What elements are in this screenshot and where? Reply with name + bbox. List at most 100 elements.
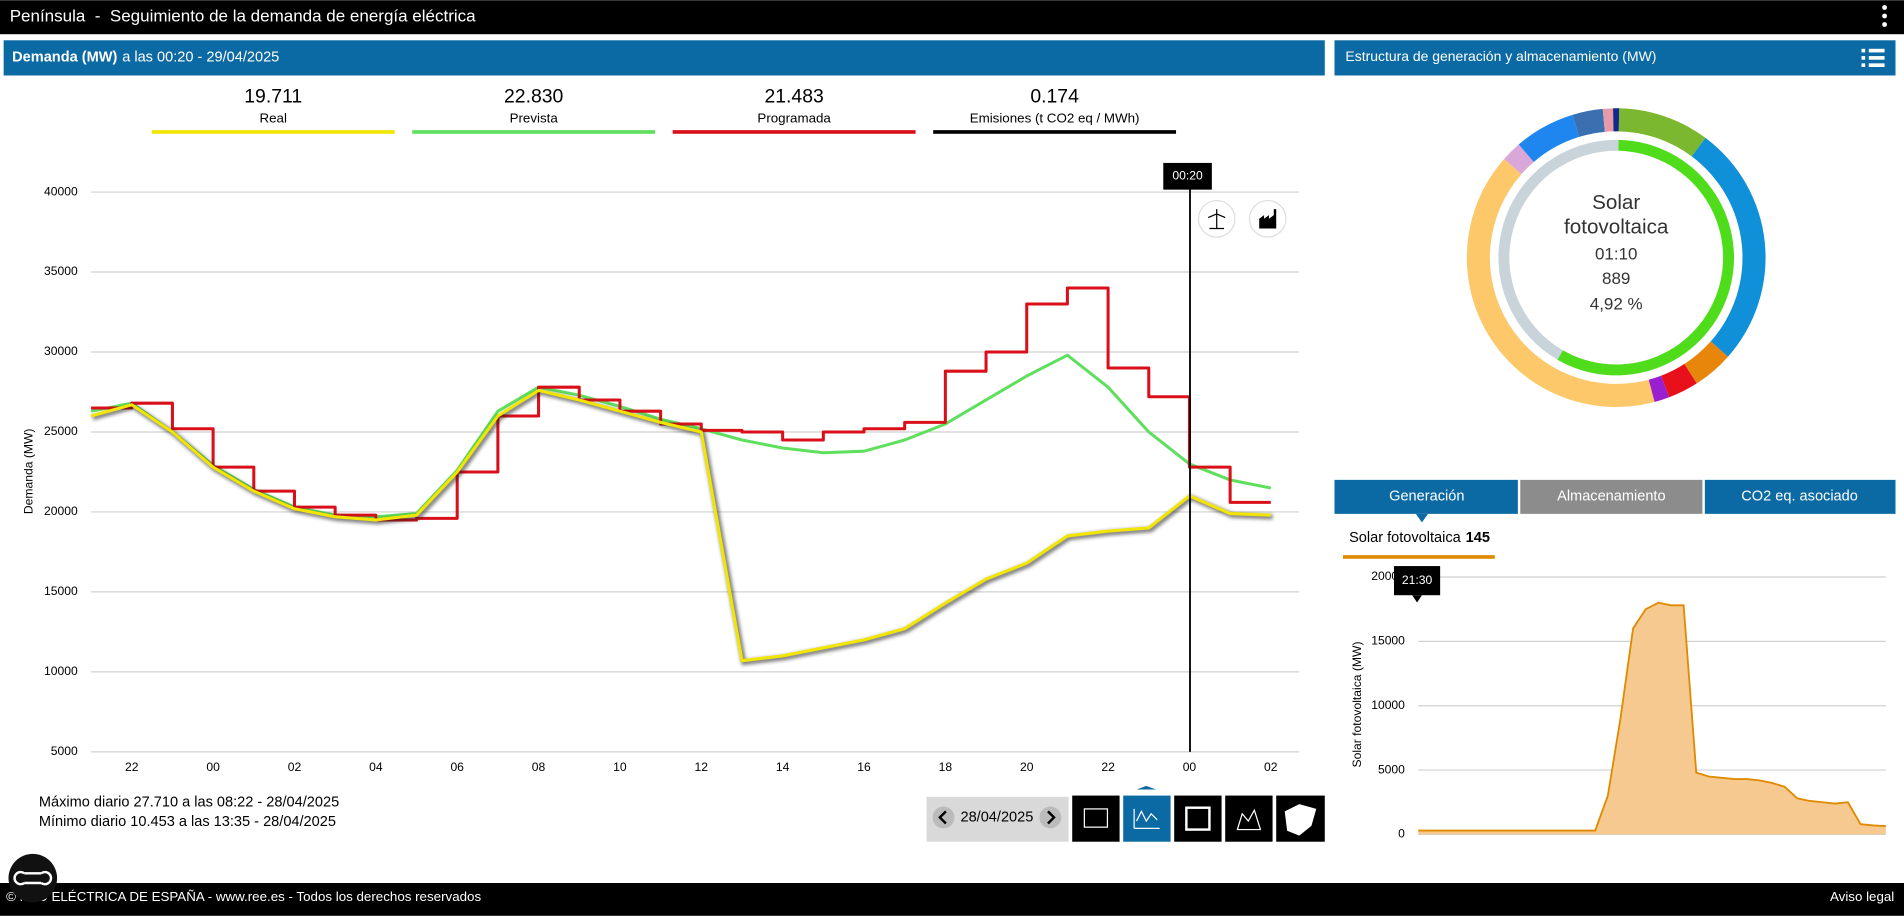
footer bbox=[0, 883, 1904, 916]
selected-value: 145 bbox=[1466, 530, 1490, 546]
center-value: 889 bbox=[1602, 269, 1630, 288]
y-tick-label: 40000 bbox=[44, 184, 78, 198]
x-tick-label: 06 bbox=[450, 760, 464, 774]
summary-underline bbox=[151, 130, 395, 134]
area-tooltip-pointer bbox=[1412, 595, 1422, 603]
tab-label: Generación bbox=[1389, 489, 1464, 505]
y-tick-label: 5000 bbox=[51, 744, 78, 758]
summary-underline bbox=[412, 130, 656, 134]
x-tick-label: 00 bbox=[206, 760, 220, 774]
wind-icon bbox=[1207, 209, 1226, 230]
area-button[interactable] bbox=[1225, 795, 1273, 842]
selected-label: Solar fotovoltaica bbox=[1349, 530, 1462, 546]
center-share: 4,92 % bbox=[1590, 294, 1643, 313]
selected-series: Solar fotovoltaica 145 bbox=[1349, 530, 1490, 546]
y-tick-label: 25000 bbox=[44, 424, 78, 438]
next-icon bbox=[1047, 810, 1056, 825]
donut-segment bbox=[1518, 114, 1580, 162]
prev-date[interactable] bbox=[932, 806, 955, 829]
x-tick-label: 22 bbox=[1101, 760, 1115, 774]
summary-underline bbox=[672, 130, 916, 134]
tab-pointer bbox=[1415, 513, 1428, 523]
x-tick-label: 00 bbox=[1183, 760, 1197, 774]
donut-segment bbox=[1648, 375, 1670, 403]
area-icon bbox=[1236, 808, 1262, 831]
calendar-icon bbox=[1083, 808, 1109, 828]
summary: 19.711 Real 22.830 Prevista 21.483 Programada… bbox=[151, 85, 1177, 134]
tab-generation[interactable] bbox=[1334, 479, 1518, 514]
summary-label: Prevista bbox=[510, 111, 559, 126]
summary-value: 19.711 bbox=[244, 85, 302, 107]
y-axis-label: Solar fotovoltaica (MW) bbox=[1350, 642, 1364, 768]
selected-underline bbox=[1343, 555, 1495, 559]
next-date[interactable] bbox=[1039, 806, 1062, 829]
copyright: © RED ELÉCTRICA DE ESPAÑA - www.ree.es -… bbox=[6, 889, 481, 904]
progress-segment bbox=[1557, 139, 1735, 376]
top-bar bbox=[0, 0, 1904, 35]
y-tick-label: 5000 bbox=[1378, 762, 1405, 776]
factory-icon bbox=[1259, 209, 1277, 229]
area-fill bbox=[1418, 602, 1886, 835]
demand-title-time: a las 00:20 - 29/04/2025 bbox=[122, 49, 279, 65]
center-time: 01:10 bbox=[1595, 245, 1638, 264]
demand-title-main: Demanda (MW) bbox=[12, 49, 117, 65]
summary-value: 21.483 bbox=[764, 85, 823, 107]
generation-donut: Solar fotovoltaica 01:10 889 4,92 % bbox=[1466, 108, 1766, 408]
prev-icon bbox=[938, 810, 947, 825]
max-text: Máximo diario 27.710 a las 08:22 - 28/04… bbox=[39, 795, 339, 811]
y-tick-label: 0 bbox=[1398, 827, 1405, 841]
summary-label: Real bbox=[259, 111, 286, 126]
list-button[interactable] bbox=[1861, 48, 1885, 67]
center-title: Solar fotovoltaica bbox=[1564, 192, 1669, 239]
donut-segment bbox=[1661, 363, 1697, 398]
y-tick-label: 15000 bbox=[1371, 634, 1405, 648]
y-tick-label: 20000 bbox=[44, 504, 78, 518]
x-tick-label: 02 bbox=[288, 760, 302, 774]
cookie-icon bbox=[13, 870, 53, 886]
series-line bbox=[91, 286, 1271, 522]
cookie-button[interactable] bbox=[8, 853, 58, 903]
summary-label: Programada bbox=[757, 111, 831, 126]
page-title: Península - Seguimiento de la demanda de… bbox=[10, 7, 476, 26]
summary-underline bbox=[933, 130, 1177, 134]
y-axis-label: Demanda (MW) bbox=[21, 429, 35, 515]
progress-segment bbox=[1498, 139, 1619, 360]
chart-button[interactable] bbox=[1123, 795, 1171, 842]
x-tick-label: 20 bbox=[1020, 760, 1034, 774]
x-tick-label: 16 bbox=[857, 760, 871, 774]
x-tick-label: 02 bbox=[1264, 760, 1278, 774]
line-shadow bbox=[92, 389, 1273, 666]
area-tooltip-text: 21:30 bbox=[1402, 573, 1433, 587]
donut-segment bbox=[1691, 137, 1766, 357]
x-tick-label: 10 bbox=[613, 760, 627, 774]
x-tick-label: 18 bbox=[939, 760, 953, 774]
y-tick-label: 10000 bbox=[1371, 698, 1405, 712]
date-text: 28/04/2025 bbox=[960, 809, 1033, 825]
chart-button-pointer bbox=[1136, 785, 1156, 790]
donut-segment bbox=[1572, 108, 1605, 137]
structure-title: Estructura de generación y almacenamient… bbox=[1345, 48, 1656, 64]
donut-segment bbox=[1613, 108, 1620, 132]
donut-segment bbox=[1618, 108, 1706, 157]
demand-title: Demanda (MW) a las 00:20 - 29/04/2025 bbox=[12, 49, 279, 65]
chart-icon bbox=[1133, 808, 1160, 829]
donut-segment bbox=[1504, 144, 1534, 175]
demand-chart: 5000 10000 15000 20000 25000 30000 35000 40000 D… bbox=[21, 184, 1300, 774]
calendar-button[interactable] bbox=[1072, 795, 1120, 842]
x-tick-label: 12 bbox=[695, 760, 709, 774]
table-button[interactable] bbox=[1174, 795, 1222, 842]
demand-header bbox=[3, 40, 1325, 76]
menu-button[interactable] bbox=[1882, 5, 1887, 27]
y-tick-label: 10000 bbox=[44, 664, 78, 678]
y-tick-label: 30000 bbox=[44, 344, 78, 358]
summary-value: 0.174 bbox=[1030, 85, 1079, 107]
x-tick-label: 04 bbox=[369, 760, 383, 774]
tab-storage[interactable] bbox=[1520, 479, 1703, 514]
x-tick-label: 22 bbox=[125, 760, 139, 774]
min-text: Mínimo diario 10.453 a las 13:35 - 28/04… bbox=[39, 814, 336, 830]
legal-link[interactable]: Aviso legal bbox=[1830, 889, 1894, 904]
donut-segment bbox=[1684, 341, 1728, 384]
table-icon bbox=[1185, 806, 1211, 831]
tab-co2[interactable] bbox=[1704, 479, 1896, 514]
